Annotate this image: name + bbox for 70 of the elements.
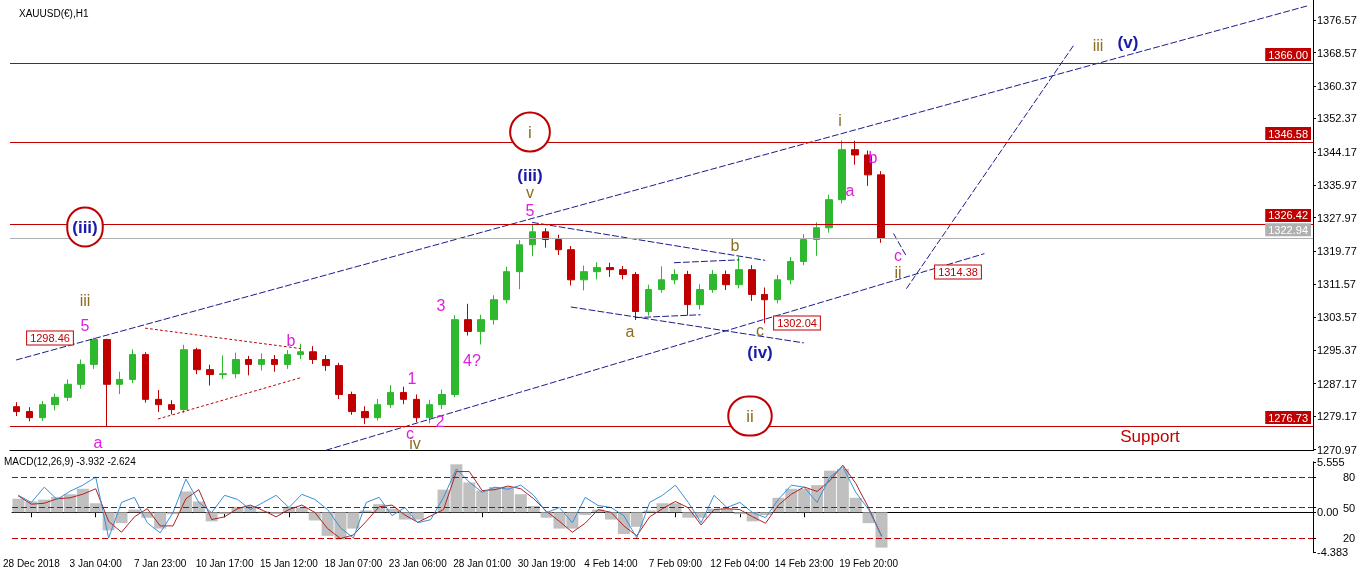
y2-tick-label: 20 [1343,531,1356,544]
x-tick-label: 7 Feb 09:00 [648,557,703,569]
y-tick-label: 1344.17 [1317,145,1357,158]
annotation: 1 [407,369,417,387]
y-tick-label: 1368.57 [1317,46,1357,59]
annotation: 1314.38 [938,266,978,278]
annotation: 2 [435,412,445,430]
annotation: a [93,433,103,451]
y-tick-label: 1352.37 [1317,112,1357,125]
x-tick-label: 12 Feb 04:00 [710,557,770,569]
y2-tick-label: 50 [1343,501,1356,514]
annotation: (iii) [517,165,543,185]
x-tick-label: 19 Feb 20:00 [839,557,899,569]
ref-line-label: 1326.42 [1268,209,1308,222]
x-tick-label: 15 Jan 12:00 [260,557,319,569]
annotation: v [526,183,534,201]
annotation: iii [79,291,91,309]
annotation: 5 [80,316,90,334]
annotation: MACD(12,26,9) -3.932 -2.624 [4,455,137,467]
y-tick-label: 1279.17 [1317,410,1357,423]
y-tick-label: 1376.57 [1317,14,1357,27]
x-tick-label: 28 Jan 01:00 [453,557,512,569]
annotation: c [756,321,764,339]
y-tick-label: 1270.97 [1317,443,1357,456]
y-tick-label: 1360.37 [1317,79,1357,92]
annotation: 5 [525,201,535,219]
y-tick-label: 0.00 [1317,506,1339,519]
x-tick-label: 30 Jan 19:00 [517,557,576,569]
annotation: b [286,331,296,349]
x-tick-label: 28 Dec 2018 [2,557,61,569]
y-tick-label: 1295.37 [1317,344,1357,357]
x-tick-label: 3 Jan 04:00 [69,557,123,569]
y-tick-label: 5.555 [1317,456,1345,468]
annotation: ii [894,263,902,281]
y-tick-label: 1319.77 [1317,245,1357,258]
annotation: a [625,322,635,340]
x-tick-label: 4 Feb 14:00 [584,557,639,569]
annotation: Support [1120,426,1181,446]
y-tick-label: 1303.57 [1317,310,1357,323]
x-tick-label: 23 Jan 06:00 [388,557,448,569]
text: XAUUSD(€),H1 [19,7,89,19]
annotation: (v) [1117,32,1139,52]
y-tick-label: 1311.57 [1317,278,1356,291]
annotation: iii [1092,36,1104,54]
ref-line-label: 1346.58 [1268,127,1308,140]
annotation: a [845,181,855,199]
x-tick-label: 7 Jan 23:00 [134,557,187,569]
annotation: b [730,236,740,254]
annotation: i [528,122,532,142]
x-tick-label: 18 Jan 07:00 [324,557,383,569]
annotation: ii [746,406,754,426]
ref-line-label: 1366.00 [1268,48,1308,61]
annotation: (iv) [747,342,773,362]
y2-tick-label: 80 [1343,471,1356,484]
annotation: c [894,246,902,264]
x-tick-label: 10 Jan 17:00 [195,557,254,569]
annotation: 4? [463,351,481,369]
annotation: 1302.04 [777,317,817,329]
y-tick-label: 1287.17 [1317,377,1357,390]
ref-line-label: 1276.73 [1268,411,1308,424]
annotation: (iii) [72,217,98,237]
y-tick-label: -4.383 [1317,546,1349,558]
y-tick-label: 1327.97 [1317,211,1357,224]
annotation: i [838,111,842,129]
y-tick-label: 1335.97 [1317,179,1357,192]
annotation: 1298.46 [30,332,70,344]
annotation: 3 [436,296,446,314]
ref-line-label: 1322.94 [1268,223,1308,236]
x-tick-label: 14 Feb 23:00 [774,557,835,569]
annotation: b [868,148,878,166]
